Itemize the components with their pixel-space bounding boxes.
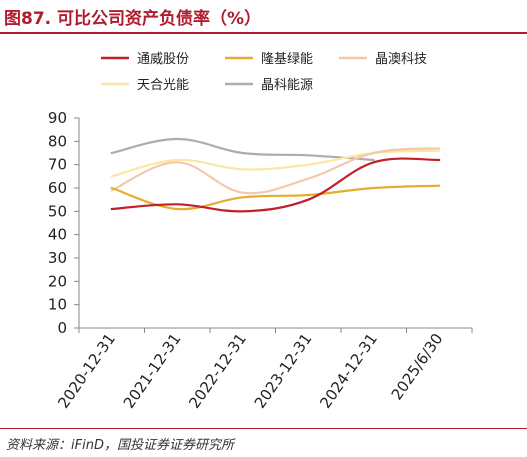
legend-label: 天合光能	[137, 78, 189, 93]
x-tick-label: 2023-12-31	[251, 330, 316, 412]
y-tick-label: 40	[48, 226, 67, 244]
y-tick-label: 20	[48, 272, 67, 290]
y-tick-label: 90	[48, 109, 67, 127]
y-tick-label: 0	[57, 319, 67, 337]
y-tick-label: 30	[48, 249, 67, 267]
source-note: 资料来源：iFinD，国投证券证券研究所	[6, 438, 234, 453]
series-2-line	[110, 184, 441, 211]
source-divider	[0, 428, 527, 429]
x-tick-label: 2021-12-31	[120, 330, 185, 412]
y-tick-label: 60	[48, 179, 67, 197]
x-tick-label: 2025/6/30	[388, 330, 447, 403]
x-tick-label: 2020-12-31	[54, 330, 119, 412]
legend-label: 晶科能源	[261, 78, 313, 93]
chart-series	[110, 137, 441, 213]
legend-label: 晶澳科技	[375, 51, 427, 67]
legend-label: 通威股份	[137, 52, 189, 67]
chart-title: 图87. 可比公司资产负债率（%）	[4, 9, 262, 29]
x-tick-label: 2024-12-31	[316, 330, 381, 412]
legend-label: 隆基绿能	[261, 52, 313, 67]
y-tick-label: 50	[48, 202, 67, 220]
series-5-line	[110, 137, 375, 162]
y-tick-label: 70	[48, 156, 67, 174]
x-tick-label: 2022-12-31	[185, 330, 250, 412]
series-3-line	[110, 147, 441, 195]
series-1-line	[110, 157, 441, 213]
y-tick-label: 10	[48, 296, 67, 314]
title-bar: 图87. 可比公司资产负债率（%）	[0, 0, 527, 34]
y-tick-label: 80	[48, 132, 67, 150]
